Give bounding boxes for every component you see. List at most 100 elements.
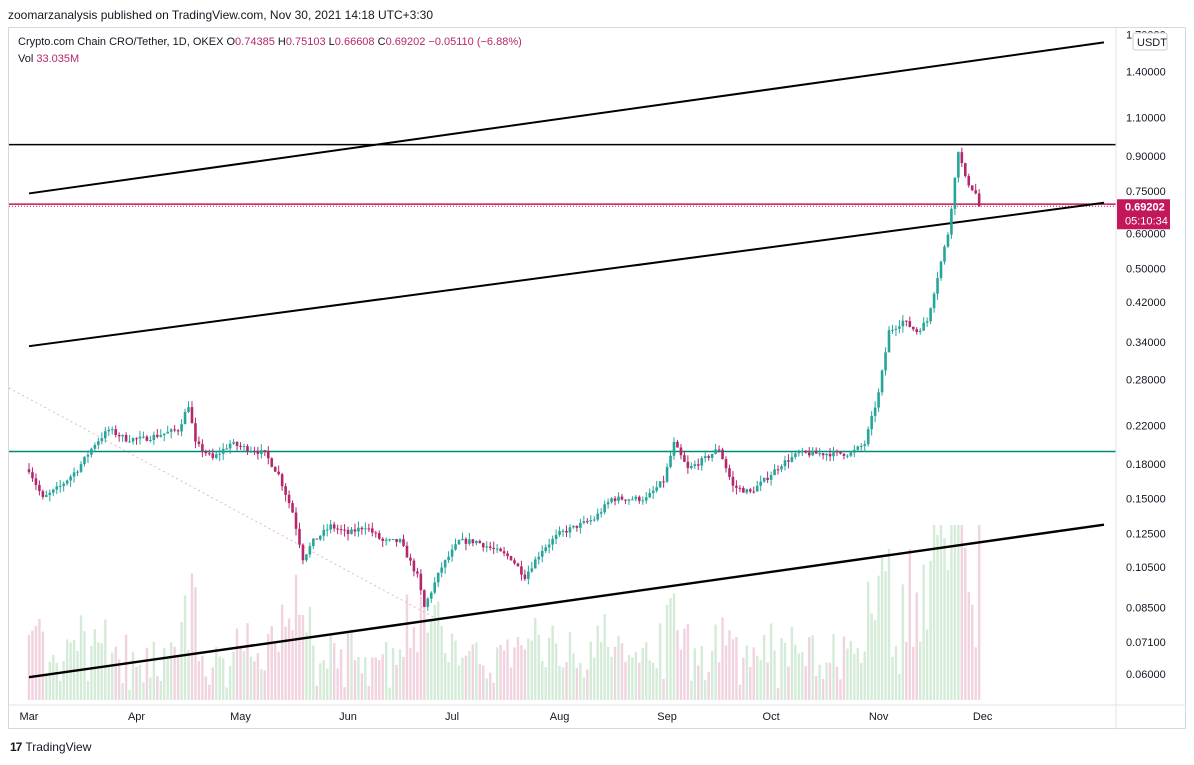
y-tick-label: 0.06000: [1126, 669, 1166, 681]
candle-body: [520, 566, 523, 575]
volume-bar: [880, 555, 884, 700]
y-tick-label: 0.18000: [1126, 459, 1166, 471]
candle-body: [419, 573, 423, 591]
candle-body: [343, 529, 346, 531]
volume-bar: [391, 647, 395, 700]
symbol-title[interactable]: Crypto.com Chain CRO/Tether, 1D, OKEX: [18, 36, 224, 48]
volume-bar: [384, 642, 388, 700]
volume-bar: [100, 643, 104, 700]
candle-body: [398, 539, 402, 543]
volume-bar: [475, 642, 478, 700]
candle-body: [183, 411, 187, 425]
volume-bar: [398, 649, 402, 700]
candle-body: [787, 460, 790, 462]
volume-bar: [450, 633, 454, 700]
candle-body: [821, 453, 825, 456]
volume-bar: [62, 661, 65, 700]
volume-bar: [943, 538, 946, 700]
candle-body: [943, 246, 946, 262]
candle-body: [648, 492, 652, 498]
volume-bar: [305, 632, 308, 700]
candle-body: [963, 163, 967, 177]
candle-body: [658, 481, 662, 488]
low-value: 0.66608: [334, 36, 375, 48]
volume-bar: [658, 623, 662, 700]
candle-body: [818, 453, 821, 455]
volume-bar: [114, 646, 117, 700]
volume-bar: [780, 638, 783, 700]
candle-body: [696, 464, 700, 466]
volume-bar: [891, 656, 894, 700]
volume-bar: [905, 641, 908, 700]
candle-body: [100, 438, 104, 442]
volume-bar: [339, 649, 343, 700]
volume-bar: [443, 652, 447, 700]
volume-bar: [183, 595, 187, 700]
volume-bar: [190, 573, 194, 700]
volume-bar: [593, 657, 596, 700]
brand-name: TradingView: [25, 740, 92, 754]
volume-bar: [731, 639, 735, 700]
volume-bar: [717, 662, 721, 700]
volume-bar: [232, 651, 235, 700]
volume-bar: [246, 623, 249, 700]
candle-body: [176, 430, 180, 432]
volume-bar: [582, 677, 586, 700]
candle-body: [62, 483, 65, 486]
candle-body: [686, 461, 690, 469]
candle-body: [492, 547, 495, 549]
candle-body: [672, 441, 676, 456]
volume-bar: [794, 644, 797, 700]
volume-bar: [506, 639, 509, 700]
volume-bar: [263, 670, 267, 700]
candle-body: [246, 446, 249, 452]
volume-bar: [686, 623, 690, 700]
candle-body: [322, 529, 326, 536]
volume-bar: [433, 604, 436, 700]
candle-body: [766, 477, 769, 480]
volume-bar: [641, 648, 644, 700]
volume-bar: [111, 652, 114, 700]
volume-bar: [395, 664, 398, 700]
volume-bar: [520, 645, 523, 700]
candle-body: [811, 450, 815, 456]
candle-body: [599, 512, 603, 514]
volume-bar: [586, 669, 589, 700]
volume-bar: [769, 623, 773, 700]
candle-body: [759, 481, 762, 486]
volume-bar: [756, 655, 759, 700]
volume-bar: [801, 652, 804, 700]
candle-body: [974, 190, 977, 194]
candle-body: [332, 524, 336, 529]
volume-bar: [953, 525, 957, 700]
volume-bar: [704, 680, 707, 700]
volume-bar: [163, 647, 166, 700]
volume-bar: [180, 622, 183, 700]
candle-body: [235, 442, 239, 446]
candle-body: [34, 478, 38, 485]
volume-bar: [742, 657, 745, 700]
volume-bar: [489, 672, 492, 700]
candle-body: [769, 475, 773, 480]
candle-body: [114, 429, 117, 435]
candle-body: [644, 497, 648, 501]
candle-body: [499, 548, 502, 552]
volume-bar: [547, 638, 551, 700]
candle-body: [152, 434, 156, 441]
candle-body: [957, 152, 960, 178]
candle-body: [707, 456, 710, 458]
candle-body: [544, 547, 547, 551]
candle-body: [967, 176, 971, 186]
currency-label: USDT: [1137, 37, 1167, 49]
volume-bar: [409, 647, 412, 700]
volume-bar: [416, 651, 419, 700]
volume-bar: [870, 613, 873, 700]
volume-bar: [235, 628, 239, 700]
volume-bar: [648, 660, 651, 700]
volume-bar: [367, 685, 371, 700]
volume-bar: [936, 534, 939, 700]
volume-bar: [464, 655, 468, 700]
volume-bar: [887, 548, 891, 700]
volume-bar: [690, 680, 693, 700]
